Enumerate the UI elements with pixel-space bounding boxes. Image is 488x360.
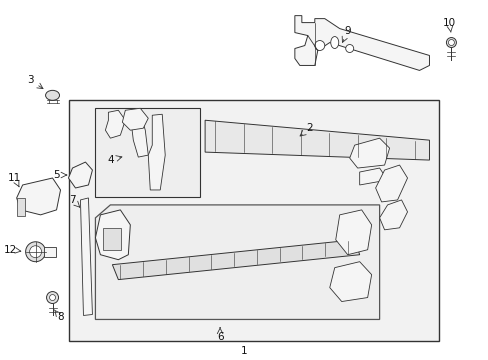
Polygon shape bbox=[335, 210, 371, 255]
Bar bbox=[43, 247, 56, 257]
Ellipse shape bbox=[45, 90, 60, 100]
Ellipse shape bbox=[25, 242, 45, 262]
Polygon shape bbox=[329, 262, 371, 302]
Text: 4: 4 bbox=[107, 155, 114, 165]
Ellipse shape bbox=[46, 292, 59, 303]
Text: 8: 8 bbox=[57, 312, 64, 323]
Ellipse shape bbox=[446, 37, 455, 48]
Polygon shape bbox=[379, 200, 407, 230]
Text: 12: 12 bbox=[4, 245, 17, 255]
Text: 5: 5 bbox=[53, 170, 60, 180]
Text: 9: 9 bbox=[344, 26, 350, 36]
Polygon shape bbox=[122, 108, 148, 130]
Polygon shape bbox=[17, 178, 61, 215]
Bar bbox=[17, 198, 24, 216]
Polygon shape bbox=[349, 138, 389, 168]
Ellipse shape bbox=[30, 246, 41, 258]
Polygon shape bbox=[375, 165, 407, 202]
Text: 11: 11 bbox=[8, 173, 21, 183]
Polygon shape bbox=[204, 120, 428, 160]
Polygon shape bbox=[112, 240, 359, 280]
Ellipse shape bbox=[345, 45, 353, 53]
Polygon shape bbox=[81, 198, 92, 315]
Text: 10: 10 bbox=[442, 18, 455, 28]
Polygon shape bbox=[105, 110, 125, 138]
Ellipse shape bbox=[49, 294, 56, 301]
Text: 7: 7 bbox=[69, 195, 76, 205]
Text: 3: 3 bbox=[27, 75, 34, 85]
Bar bbox=[95, 108, 200, 197]
Polygon shape bbox=[68, 162, 92, 188]
Text: 6: 6 bbox=[216, 332, 223, 342]
Ellipse shape bbox=[330, 37, 338, 49]
Ellipse shape bbox=[314, 41, 324, 50]
Polygon shape bbox=[359, 168, 387, 185]
Polygon shape bbox=[130, 113, 148, 157]
Text: 1: 1 bbox=[240, 346, 247, 356]
Bar bbox=[103, 228, 121, 250]
Polygon shape bbox=[95, 210, 130, 260]
Text: 2: 2 bbox=[306, 123, 312, 133]
Bar bbox=[68, 100, 439, 341]
Polygon shape bbox=[294, 15, 428, 71]
Polygon shape bbox=[148, 114, 165, 190]
Ellipse shape bbox=[447, 40, 453, 45]
Polygon shape bbox=[95, 205, 379, 319]
